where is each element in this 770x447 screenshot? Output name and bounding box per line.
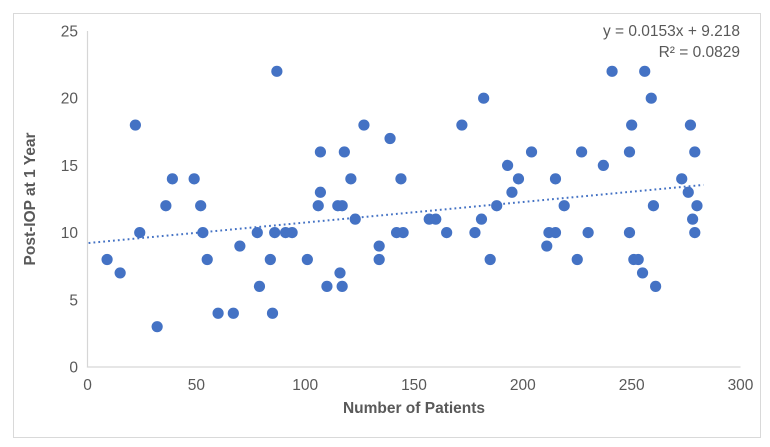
data-point bbox=[639, 65, 651, 77]
data-point bbox=[395, 173, 407, 185]
data-point bbox=[636, 267, 649, 279]
data-point bbox=[541, 240, 553, 252]
x-tick-label: 100 bbox=[292, 377, 318, 394]
y-tick-label: 20 bbox=[61, 91, 79, 108]
data-point bbox=[129, 119, 141, 131]
data-point bbox=[682, 186, 694, 198]
data-point bbox=[373, 253, 385, 266]
data-point bbox=[456, 119, 468, 131]
data-point bbox=[266, 307, 279, 319]
trendline-label: y = 0.0153x + 9.218 R² = 0.0829 bbox=[603, 21, 740, 63]
data-point bbox=[195, 200, 207, 212]
data-point bbox=[227, 307, 239, 319]
y-tick-label: 10 bbox=[61, 225, 79, 242]
data-point bbox=[441, 227, 453, 239]
data-point bbox=[549, 173, 562, 185]
data-point bbox=[197, 227, 209, 239]
y-tick-label: 5 bbox=[69, 292, 78, 309]
data-point bbox=[334, 267, 346, 279]
data-point bbox=[687, 213, 699, 225]
data-point bbox=[160, 200, 172, 212]
data-point bbox=[558, 200, 570, 212]
data-point bbox=[345, 173, 357, 185]
data-point bbox=[314, 186, 327, 198]
data-point bbox=[336, 280, 348, 292]
data-point bbox=[269, 227, 281, 239]
data-point bbox=[134, 227, 146, 239]
x-tick-label: 0 bbox=[83, 377, 92, 394]
data-point bbox=[349, 213, 361, 225]
trendline bbox=[88, 183, 704, 245]
data-point bbox=[691, 200, 703, 212]
x-tick-label: 150 bbox=[401, 377, 427, 394]
data-point bbox=[212, 307, 224, 319]
data-point bbox=[271, 65, 283, 77]
y-tick-label: 0 bbox=[69, 360, 78, 377]
data-point bbox=[597, 159, 609, 171]
data-point bbox=[384, 132, 396, 145]
data-point bbox=[623, 146, 636, 158]
data-point bbox=[312, 200, 324, 212]
tick-labels: 0 50 100 150 200 250 300 0 5 10 15 20 25 bbox=[61, 24, 754, 395]
data-point bbox=[151, 321, 163, 333]
data-point bbox=[491, 200, 503, 212]
axes bbox=[86, 31, 741, 368]
x-tick-label: 250 bbox=[619, 377, 645, 394]
data-point bbox=[501, 159, 514, 171]
data-point bbox=[114, 267, 126, 279]
data-point bbox=[582, 227, 594, 239]
data-point bbox=[645, 92, 657, 104]
y-tick-label: 15 bbox=[61, 158, 78, 175]
data-point bbox=[166, 173, 178, 185]
data-point bbox=[336, 200, 348, 212]
data-point bbox=[201, 253, 213, 266]
data-point bbox=[650, 280, 662, 292]
data-point bbox=[576, 146, 588, 158]
data-point bbox=[484, 253, 496, 266]
data-point bbox=[606, 65, 618, 77]
data-point bbox=[188, 173, 200, 185]
data-point bbox=[358, 119, 370, 131]
data-points bbox=[101, 65, 703, 333]
data-point bbox=[525, 146, 538, 158]
data-point bbox=[234, 240, 246, 252]
data-point bbox=[101, 253, 113, 266]
data-point bbox=[506, 186, 518, 198]
data-point bbox=[373, 240, 385, 252]
data-point bbox=[251, 227, 263, 239]
data-point bbox=[321, 280, 333, 292]
data-point bbox=[253, 280, 266, 292]
data-point bbox=[478, 92, 490, 104]
data-point bbox=[647, 200, 660, 212]
x-tick-label: 200 bbox=[510, 377, 536, 394]
data-point bbox=[475, 213, 488, 225]
x-tick-label: 300 bbox=[728, 377, 754, 394]
data-point bbox=[626, 119, 638, 131]
x-axis-title: Number of Patients bbox=[342, 400, 486, 417]
r-squared-text: R² = 0.0829 bbox=[658, 44, 740, 61]
data-point bbox=[430, 213, 442, 225]
data-point bbox=[397, 227, 409, 239]
x-tick-label: 50 bbox=[188, 377, 206, 394]
data-point bbox=[469, 227, 481, 239]
data-point bbox=[684, 119, 697, 131]
data-point bbox=[676, 173, 688, 185]
data-point bbox=[286, 227, 298, 239]
data-point bbox=[549, 227, 562, 239]
equation-text: y = 0.0153x + 9.218 bbox=[602, 23, 740, 40]
data-point bbox=[632, 253, 644, 266]
y-axis-title: Post-IOP at 1 Year bbox=[22, 132, 39, 266]
y-tick-label: 25 bbox=[61, 24, 78, 41]
data-point bbox=[689, 146, 701, 158]
data-point bbox=[301, 253, 313, 266]
data-point bbox=[264, 253, 276, 266]
data-point bbox=[571, 253, 583, 266]
data-point bbox=[512, 173, 525, 185]
data-point bbox=[338, 146, 350, 158]
data-point bbox=[689, 227, 701, 239]
data-point bbox=[623, 227, 636, 239]
data-point bbox=[314, 146, 327, 158]
